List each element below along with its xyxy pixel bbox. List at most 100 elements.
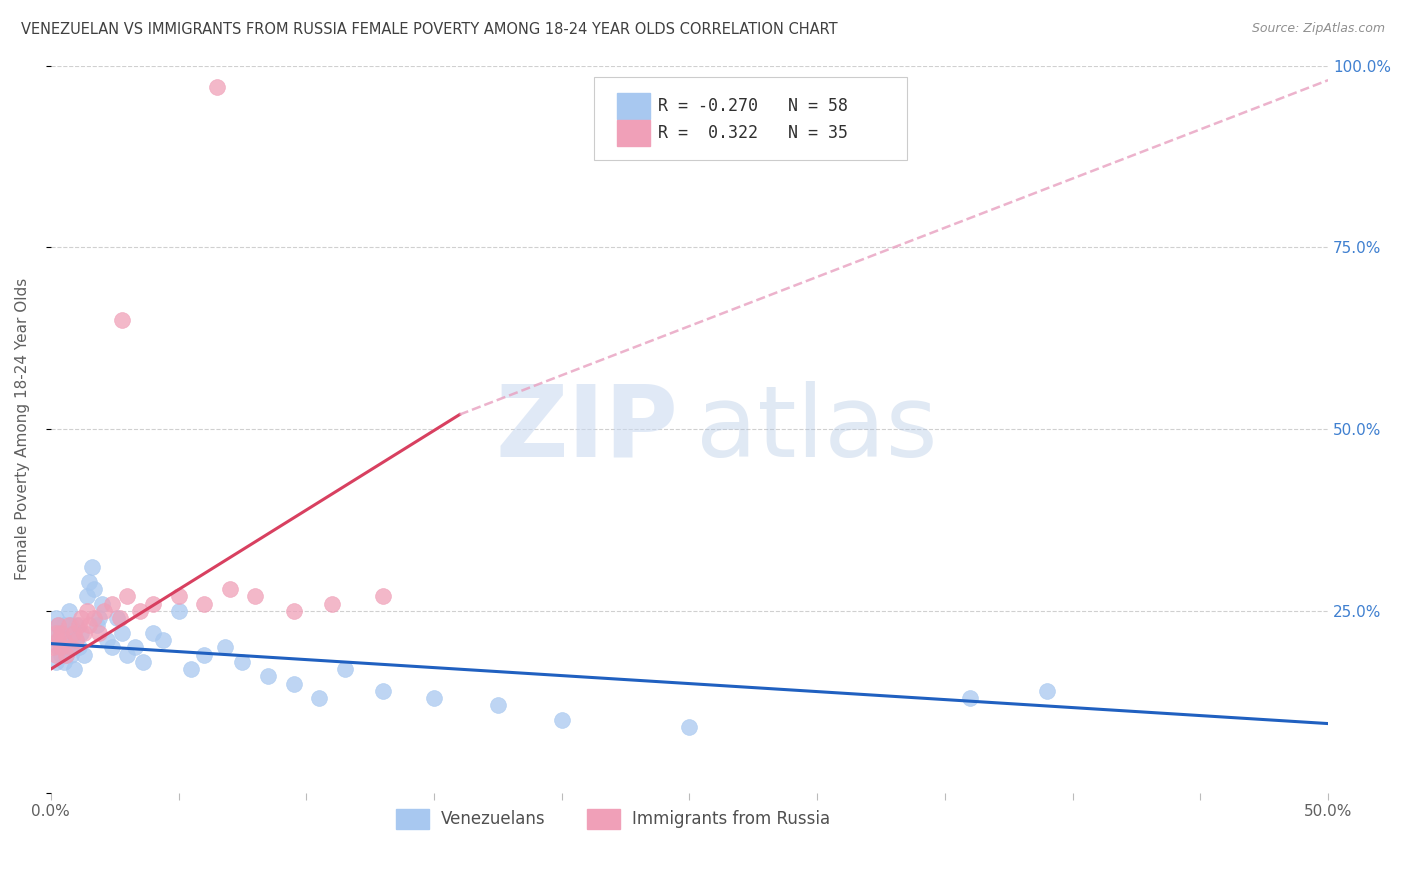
Text: ZIP: ZIP [496, 381, 679, 477]
Point [76, 604, 98, 618]
Point [117, 648, 139, 662]
Point [108, 611, 131, 625]
Point [42, 625, 65, 640]
Point [52, 632, 75, 647]
Text: R = -0.270   N = 58: R = -0.270 N = 58 [658, 96, 848, 114]
Point [73, 625, 96, 640]
Point [283, 676, 305, 690]
FancyBboxPatch shape [617, 93, 650, 119]
Point [89, 611, 111, 625]
Point [65, 618, 87, 632]
Point [60, 640, 83, 655]
Point [193, 648, 215, 662]
Point [678, 720, 700, 734]
Point [65, 632, 87, 647]
Point [80, 560, 103, 574]
Point [111, 313, 134, 327]
Point [1036, 684, 1059, 698]
Point [214, 640, 236, 655]
Point [45, 655, 67, 669]
Text: Source: ZipAtlas.com: Source: ZipAtlas.com [1251, 22, 1385, 36]
Point [49, 640, 72, 655]
Point [49, 648, 72, 662]
Point [321, 597, 343, 611]
Point [423, 691, 446, 706]
Point [96, 632, 118, 647]
Point [231, 655, 253, 669]
Point [45, 648, 67, 662]
Point [117, 590, 139, 604]
Point [55, 648, 77, 662]
Point [55, 640, 77, 655]
Point [959, 691, 981, 706]
Point [49, 625, 72, 640]
Point [58, 632, 80, 647]
Point [83, 611, 105, 625]
Point [52, 618, 75, 632]
Point [90, 597, 112, 611]
Point [73, 648, 96, 662]
Point [70, 611, 93, 625]
Point [60, 648, 83, 662]
Point [371, 590, 394, 604]
Point [58, 604, 80, 618]
Point [48, 618, 70, 632]
Text: atlas: atlas [696, 381, 938, 477]
Point [77, 574, 100, 589]
Point [152, 632, 174, 647]
Point [308, 691, 330, 706]
Point [58, 618, 80, 632]
Point [49, 640, 72, 655]
Point [48, 632, 70, 647]
Point [63, 625, 86, 640]
Point [142, 597, 165, 611]
Point [283, 604, 305, 618]
Point [70, 625, 93, 640]
Point [142, 625, 165, 640]
Point [205, 80, 228, 95]
Point [83, 582, 105, 596]
Point [371, 684, 394, 698]
FancyBboxPatch shape [617, 120, 650, 146]
Point [48, 618, 70, 632]
Point [52, 632, 75, 647]
Point [129, 604, 152, 618]
Point [132, 655, 155, 669]
Point [42, 640, 65, 655]
Point [52, 655, 75, 669]
Point [49, 625, 72, 640]
Text: R =  0.322   N = 35: R = 0.322 N = 35 [658, 124, 848, 142]
Point [89, 625, 111, 640]
Point [167, 590, 190, 604]
Point [257, 669, 280, 683]
Point [55, 625, 77, 640]
Point [93, 604, 115, 618]
Point [218, 582, 240, 596]
Point [105, 611, 128, 625]
Point [45, 611, 67, 625]
Point [193, 597, 215, 611]
Text: VENEZUELAN VS IMMIGRANTS FROM RUSSIA FEMALE POVERTY AMONG 18-24 YEAR OLDS CORREL: VENEZUELAN VS IMMIGRANTS FROM RUSSIA FEM… [21, 22, 838, 37]
FancyBboxPatch shape [593, 77, 907, 161]
Point [101, 597, 124, 611]
Y-axis label: Female Poverty Among 18-24 Year Olds: Female Poverty Among 18-24 Year Olds [15, 278, 30, 581]
Point [67, 640, 90, 655]
Point [333, 662, 356, 676]
Point [63, 662, 86, 676]
Point [124, 640, 146, 655]
Point [60, 618, 83, 632]
Point [86, 618, 108, 632]
Point [101, 640, 124, 655]
Point [48, 640, 70, 655]
Point [67, 618, 90, 632]
Point [551, 713, 574, 727]
Point [486, 698, 509, 713]
Point [65, 632, 87, 647]
Point [45, 625, 67, 640]
Point [111, 625, 134, 640]
Point [55, 648, 77, 662]
Point [245, 590, 267, 604]
Point [76, 590, 98, 604]
Point [63, 640, 86, 655]
Point [180, 662, 202, 676]
